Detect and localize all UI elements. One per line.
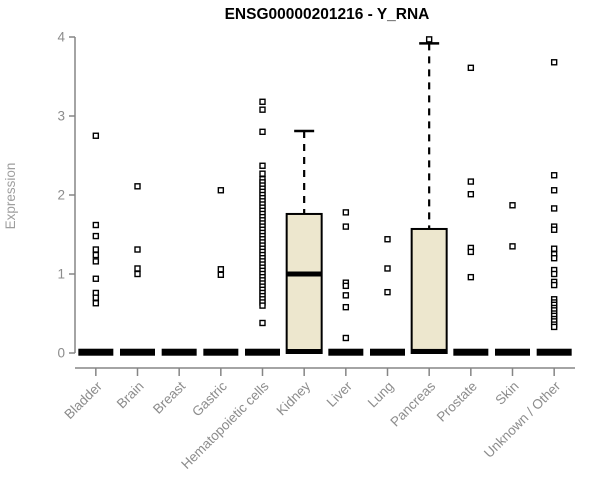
collapsed-box bbox=[245, 348, 280, 356]
median-line bbox=[286, 271, 322, 277]
collapsed-box bbox=[370, 348, 405, 356]
outlier-point bbox=[259, 106, 266, 113]
outlier-point bbox=[550, 281, 558, 289]
outlier-point bbox=[217, 187, 225, 194]
y-tick-label: 0 bbox=[57, 346, 65, 361]
outlier-point bbox=[92, 132, 100, 139]
x-tick-label: Pancreas bbox=[387, 378, 438, 429]
x-tick-label: Breast bbox=[150, 378, 188, 416]
outlier-point bbox=[467, 191, 475, 198]
outlier-point bbox=[92, 221, 100, 229]
outlier-point bbox=[259, 128, 266, 136]
x-tick-label: Bladder bbox=[61, 378, 105, 422]
outlier-point bbox=[509, 202, 516, 209]
outlier-point bbox=[384, 265, 391, 272]
outlier-point bbox=[342, 209, 350, 216]
box bbox=[285, 212, 323, 354]
y-axis-label: Expression bbox=[3, 163, 18, 230]
y-tick-label: 1 bbox=[57, 267, 65, 282]
outlier-point bbox=[92, 275, 100, 282]
y-tick-label: 2 bbox=[57, 188, 65, 203]
outlier-point bbox=[259, 98, 266, 105]
outlier-point bbox=[467, 273, 475, 281]
outlier-point bbox=[134, 246, 141, 253]
x-tick-label: Prostate bbox=[434, 379, 480, 425]
outlier-point bbox=[384, 236, 391, 243]
outlier-point bbox=[550, 187, 558, 194]
collapsed-box bbox=[536, 348, 572, 356]
x-tick-label: Lung bbox=[365, 379, 397, 411]
collapsed-box bbox=[120, 348, 155, 356]
outlier-point bbox=[134, 270, 141, 278]
outlier-point bbox=[550, 205, 558, 212]
outlier-point bbox=[92, 300, 100, 307]
collapsed-box bbox=[453, 348, 489, 356]
outlier-point bbox=[134, 265, 141, 272]
outlier-point bbox=[550, 323, 558, 331]
collapsed-box bbox=[203, 348, 239, 356]
box bbox=[410, 227, 448, 354]
collapsed-box bbox=[161, 348, 197, 356]
y-tick-label: 4 bbox=[57, 30, 65, 45]
outlier-point bbox=[342, 334, 350, 342]
outlier-point bbox=[467, 64, 475, 72]
collapsed-box bbox=[495, 348, 530, 356]
outlier-point bbox=[467, 178, 475, 185]
outlier-point bbox=[259, 302, 266, 309]
outlier-point bbox=[342, 303, 350, 311]
chart-title: ENSG00000201216 - Y_RNA bbox=[225, 6, 430, 23]
x-tick-label: Skin bbox=[492, 379, 521, 408]
outlier-point bbox=[550, 59, 558, 66]
x-tick-label: Unknown / Other bbox=[481, 378, 564, 461]
x-tick-label: Kidney bbox=[273, 378, 313, 418]
outlier-point bbox=[550, 245, 558, 252]
outlier-point bbox=[92, 251, 100, 259]
outlier-point bbox=[92, 232, 100, 240]
outlier-point bbox=[92, 294, 100, 301]
outlier-point bbox=[342, 223, 350, 230]
outlier-point bbox=[92, 246, 100, 253]
outlier-point bbox=[342, 292, 350, 299]
outlier-point bbox=[217, 266, 225, 273]
outlier-point bbox=[425, 36, 433, 43]
x-tick-label: Liver bbox=[324, 378, 356, 410]
median-line bbox=[411, 348, 447, 354]
outlier-point bbox=[92, 258, 100, 265]
outlier-point bbox=[217, 271, 225, 278]
collapsed-box bbox=[328, 348, 364, 356]
outlier-point bbox=[467, 248, 475, 256]
collapsed-box bbox=[78, 348, 114, 356]
x-tick-label: Gastric bbox=[189, 378, 230, 419]
outlier-point bbox=[259, 170, 266, 177]
outlier-point bbox=[550, 254, 558, 262]
x-tick-label: Brain bbox=[114, 379, 147, 412]
outlier-point bbox=[384, 288, 391, 296]
outlier-point bbox=[550, 270, 558, 278]
y-tick-label: 3 bbox=[57, 109, 65, 124]
outlier-point bbox=[342, 282, 350, 290]
outlier-point bbox=[550, 172, 558, 179]
outlier-point bbox=[259, 319, 266, 327]
box-bottom-edge bbox=[286, 349, 322, 353]
outlier-point bbox=[259, 162, 266, 169]
outlier-point bbox=[134, 183, 141, 190]
outlier-point bbox=[509, 243, 516, 250]
outlier-point bbox=[550, 226, 558, 233]
